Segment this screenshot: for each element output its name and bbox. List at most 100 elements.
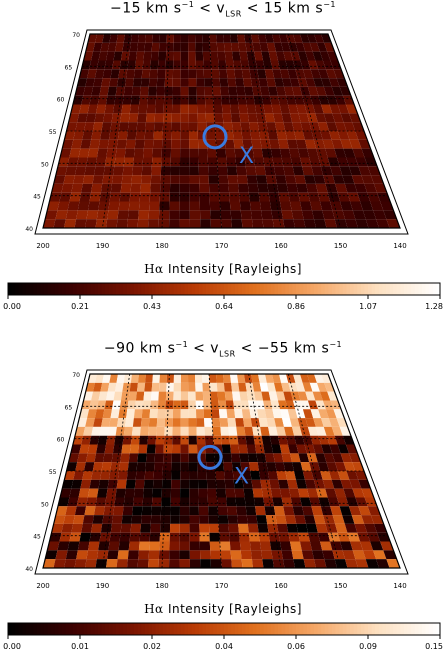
- colorbar-swatch: [195, 623, 200, 635]
- colorbar-swatch: [375, 283, 380, 295]
- heatmap-cell: [65, 210, 78, 220]
- heatmap-cell: [364, 497, 378, 507]
- heatmap-cell: [269, 201, 282, 211]
- heatmap-cell: [349, 479, 362, 489]
- colorbar-tick-label: 0.86: [287, 302, 305, 311]
- colorbar-swatch: [134, 623, 139, 635]
- colorbar-tick-label: 0.43: [143, 302, 161, 311]
- colorbar-swatch: [69, 623, 74, 635]
- heatmap-cell: [207, 148, 217, 158]
- heatmap-cell: [373, 210, 387, 220]
- colorbar-swatch: [101, 623, 106, 635]
- heatmap-cell: [231, 219, 243, 228]
- heatmap-cell: [96, 400, 107, 410]
- heatmap-cell: [112, 104, 123, 114]
- heatmap-cell: [345, 559, 358, 568]
- heatmap-cell: [73, 175, 85, 184]
- heatmap-cell: [355, 219, 369, 228]
- heatmap-cell: [144, 382, 153, 392]
- heatmap-cell: [235, 418, 245, 427]
- heatmap-cell: [149, 201, 160, 211]
- heatmap-cell: [209, 382, 218, 392]
- heatmap-cell: [317, 122, 329, 131]
- heatmap-cell: [279, 541, 292, 551]
- heatmap-cell: [195, 391, 204, 401]
- heatmap-cell: [91, 183, 103, 193]
- heatmap-cell: [141, 166, 152, 176]
- heatmap-cell: [81, 435, 92, 445]
- heatmap-cell: [162, 122, 172, 131]
- colorbar-swatch: [310, 283, 315, 295]
- heatmap-cell: [222, 453, 232, 463]
- heatmap-cell: [75, 426, 86, 436]
- colorbar-swatch: [422, 283, 427, 295]
- heatmap-cell: [204, 426, 213, 436]
- colorbar-swatch: [288, 623, 293, 635]
- colorbar-tick-label: 0.04: [215, 642, 233, 651]
- colorbar-swatch: [378, 623, 383, 635]
- heatmap-cell: [348, 506, 362, 516]
- colorbar-swatch: [15, 283, 20, 295]
- heatmap-cell: [245, 95, 255, 105]
- colorbar-tick-label: 1.07: [359, 302, 377, 311]
- heatmap-cell: [279, 104, 290, 114]
- colorbar-swatch: [418, 283, 423, 295]
- heatmap-cell: [200, 210, 211, 220]
- heatmap-cell: [86, 157, 97, 167]
- heatmap-cell: [296, 444, 307, 454]
- heatmap-cell: [306, 113, 318, 123]
- heatmap-cell: [208, 523, 220, 533]
- heatmap-cell: [229, 95, 239, 105]
- heatmap-cell: [318, 435, 330, 445]
- heatmap-cell: [115, 382, 124, 392]
- heatmap-cell: [209, 192, 220, 202]
- heatmap-cell: [138, 541, 150, 551]
- heatmap-cell: [126, 471, 137, 480]
- heatmap-cell: [231, 122, 242, 131]
- colorbar-swatch: [126, 623, 131, 635]
- colorbar-swatch: [206, 623, 211, 635]
- heatmap-cell: [303, 219, 316, 228]
- heatmap-cell: [163, 113, 172, 123]
- colorbar-swatch: [105, 623, 110, 635]
- heatmap-cell: [231, 462, 242, 471]
- heatmap-cell: [108, 541, 120, 551]
- heatmap-cell: [226, 497, 237, 507]
- heatmap-cell: [164, 418, 173, 427]
- heatmap-cell: [334, 122, 347, 131]
- heatmap-cell: [85, 42, 96, 52]
- heatmap-cell: [245, 166, 257, 176]
- heatmap-cell: [317, 192, 331, 202]
- heatmap-cell: [129, 104, 140, 114]
- map-grid: [50, 33, 388, 229]
- heatmap-cell: [209, 201, 221, 211]
- heatmap-cell: [260, 426, 270, 436]
- heatmap-cell: [282, 418, 292, 427]
- heatmap-cell: [238, 192, 250, 202]
- heatmap-cell: [197, 113, 207, 123]
- heatmap-cell: [158, 559, 170, 568]
- heatmap-cell: [331, 139, 344, 149]
- heatmap-cell: [245, 435, 255, 445]
- heatmap-cell: [84, 166, 96, 176]
- heatmap-cell: [332, 515, 345, 524]
- heatmap-cell: [258, 78, 269, 87]
- heatmap-cell: [78, 148, 90, 158]
- heatmap-cell: [244, 34, 253, 43]
- heatmap-cell: [312, 391, 323, 401]
- heatmap-cell: [307, 148, 319, 158]
- heatmap-cell: [172, 435, 181, 445]
- colorbar-swatch: [123, 283, 128, 295]
- heatmap-cell: [137, 34, 146, 43]
- heatmap-cell: [289, 418, 300, 427]
- heatmap-cell: [125, 139, 136, 149]
- heatmap-cell: [155, 435, 165, 445]
- heatmap-cell: [272, 497, 284, 507]
- colorbar-swatch: [432, 283, 437, 295]
- heatmap-cell: [106, 51, 115, 61]
- heatmap-cell: [97, 435, 108, 445]
- colorbar-swatch: [328, 283, 333, 295]
- colorbar-bottom-label: Hα Intensity [Rayleighs]: [144, 602, 302, 616]
- heatmap-cell: [127, 219, 139, 228]
- colorbar-swatch: [206, 283, 211, 295]
